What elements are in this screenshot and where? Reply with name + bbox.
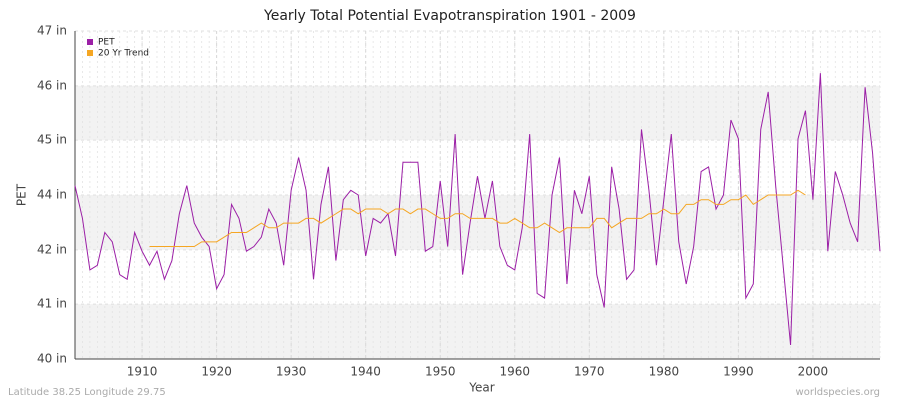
x-axis-label: Year [468, 381, 494, 395]
legend-label: 20 Yr Trend [98, 49, 149, 59]
series-line [74, 73, 881, 345]
y-tick-label: 47 in [37, 24, 67, 38]
legend-swatch [87, 39, 93, 45]
y-tick-label: 44 in [37, 188, 67, 202]
x-tick-label: 1990 [723, 365, 754, 379]
x-tick-label: 2000 [798, 365, 829, 379]
footer-right: worldspecies.org [796, 387, 880, 398]
y-axis-label: PET [15, 183, 29, 206]
y-tick-label: 41 in [37, 297, 67, 311]
legend-swatch [87, 50, 93, 56]
footer-left: Latitude 38.25 Longitude 29.75 [8, 387, 166, 398]
chart-title: Yearly Total Potential Evapotranspiratio… [263, 8, 636, 24]
y-tick-label: 40 in [37, 352, 67, 366]
y-tick-label: 46 in [37, 78, 67, 92]
x-tick-label: 1940 [350, 365, 381, 379]
legend-label: PET [98, 38, 115, 48]
x-tick-label: 1950 [425, 365, 456, 379]
y-tick-label: 45 in [37, 133, 67, 147]
y-tick-label: 42 in [37, 242, 67, 256]
x-tick-label: 1920 [201, 365, 232, 379]
x-tick-label: 1930 [276, 365, 307, 379]
x-tick-label: 1910 [127, 365, 158, 379]
series-line [149, 189, 806, 248]
x-tick-label: 1960 [499, 365, 530, 379]
x-tick-label: 1980 [649, 365, 680, 379]
x-tick-label: 1970 [574, 365, 605, 379]
